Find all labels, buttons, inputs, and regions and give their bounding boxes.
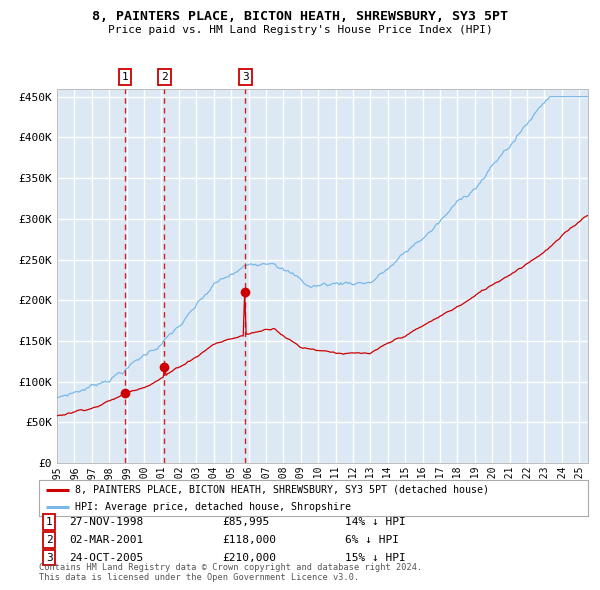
Text: £210,000: £210,000 xyxy=(222,553,276,562)
Text: 2: 2 xyxy=(161,72,168,82)
Text: 3: 3 xyxy=(46,553,53,562)
Text: Price paid vs. HM Land Registry's House Price Index (HPI): Price paid vs. HM Land Registry's House … xyxy=(107,25,493,35)
Text: £118,000: £118,000 xyxy=(222,535,276,545)
Text: 1: 1 xyxy=(122,72,128,82)
Text: £85,995: £85,995 xyxy=(222,517,269,527)
Text: Contains HM Land Registry data © Crown copyright and database right 2024.
This d: Contains HM Land Registry data © Crown c… xyxy=(39,563,422,582)
Text: 3: 3 xyxy=(242,72,249,82)
Text: 1: 1 xyxy=(46,517,53,527)
Text: 15% ↓ HPI: 15% ↓ HPI xyxy=(345,553,406,562)
Text: 27-NOV-1998: 27-NOV-1998 xyxy=(69,517,143,527)
Text: HPI: Average price, detached house, Shropshire: HPI: Average price, detached house, Shro… xyxy=(74,502,350,512)
Text: 02-MAR-2001: 02-MAR-2001 xyxy=(69,535,143,545)
Text: 2: 2 xyxy=(46,535,53,545)
Text: 8, PAINTERS PLACE, BICTON HEATH, SHREWSBURY, SY3 5PT (detached house): 8, PAINTERS PLACE, BICTON HEATH, SHREWSB… xyxy=(74,484,488,494)
Text: 24-OCT-2005: 24-OCT-2005 xyxy=(69,553,143,562)
Text: 14% ↓ HPI: 14% ↓ HPI xyxy=(345,517,406,527)
Text: 6% ↓ HPI: 6% ↓ HPI xyxy=(345,535,399,545)
Text: 8, PAINTERS PLACE, BICTON HEATH, SHREWSBURY, SY3 5PT: 8, PAINTERS PLACE, BICTON HEATH, SHREWSB… xyxy=(92,10,508,23)
